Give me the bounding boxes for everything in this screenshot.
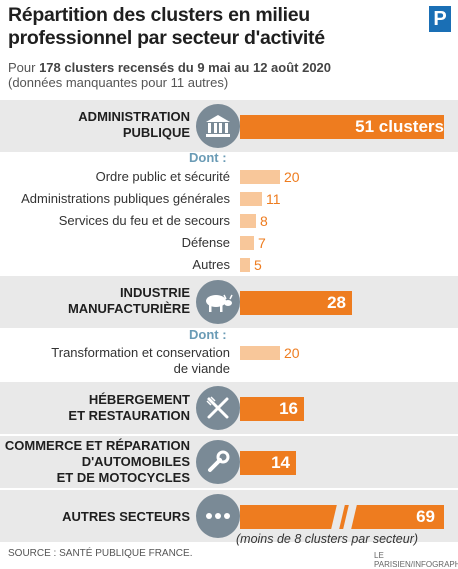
sub-label-feu-secours: Services du feu et de secours	[58, 213, 230, 228]
chart-subtitle: Pour 178 clusters recensés du 9 mai au 1…	[8, 60, 331, 90]
sub-value-viande: 20	[284, 345, 300, 361]
sector-label-autres: AUTRES SECTEURS	[62, 509, 190, 524]
subtitle-bold: 178 clusters recensés du 9 mai au 12 aoû…	[39, 60, 332, 75]
bar-industrie	[240, 291, 352, 315]
sub-value-feu-secours: 8	[260, 213, 268, 229]
sub-label-ordre-public: Ordre public et sécurité	[95, 169, 230, 184]
sub-bar-defense	[240, 236, 254, 250]
sub-bar-autres	[240, 258, 250, 272]
value-label-industrie: 28	[327, 293, 346, 312]
sector-label-line: HÉBERGEMENT	[88, 392, 190, 407]
sector-label-line: ADMINISTRATION	[78, 109, 190, 124]
cow-icon	[196, 280, 240, 324]
chart-title: Répartition des clusters en milieu profe…	[8, 4, 408, 50]
sub-label-autres: Autres	[192, 257, 230, 272]
fork-knife-icon	[196, 386, 240, 430]
footnote-small-sectors: (moins de 8 clusters par secteur)	[236, 532, 419, 546]
axis-break-marker	[330, 500, 358, 534]
sector-label-industrie: INDUSTRIE MANUFACTURIÈRE	[40, 285, 190, 317]
bar-administration	[240, 115, 444, 139]
chart-title-line2: professionnel par secteur d'activité	[8, 27, 325, 49]
sector-label-line: ET RESTAURATION	[68, 408, 190, 423]
sub-bar-viande	[240, 346, 280, 360]
sector-label-administration: ADMINISTRATION PUBLIQUE	[40, 109, 190, 141]
sector-label-line: ET DE MOTOCYCLES	[56, 470, 190, 485]
source-note: SOURCE : SANTÉ PUBLIQUE FRANCE.	[8, 548, 193, 559]
sub-label-line: Transformation et conservation	[51, 345, 230, 360]
value-label-administration: 51 clusters	[355, 117, 444, 136]
sub-bar-ordre-public	[240, 170, 280, 184]
dont-label: Dont :	[189, 327, 227, 342]
sector-label-line: PUBLIQUE	[122, 125, 190, 140]
subtitle-prefix: Pour	[8, 60, 40, 75]
sub-label-admin-generales: Administrations publiques générales	[21, 191, 230, 206]
sector-label-line: COMMERCE ET RÉPARATION	[4, 438, 190, 453]
credit-note: LE PARISIEN/INFOGRAPHIE.	[374, 551, 458, 569]
bar-commerce	[240, 451, 296, 475]
sector-label-line: MANUFACTURIÈRE	[67, 301, 190, 316]
sub-value-ordre-public: 20	[284, 169, 300, 185]
dont-label: Dont :	[189, 150, 227, 165]
sub-value-admin-generales: 11	[266, 191, 281, 207]
value-label-autres: 69	[416, 507, 435, 526]
sector-label-commerce: COMMERCE ET RÉPARATION D'AUTOMOBILES ET …	[0, 438, 190, 486]
bar-hebergement	[240, 397, 304, 421]
sub-label-defense: Défense	[181, 235, 230, 250]
government-building-icon	[196, 104, 240, 148]
wrench-icon	[196, 440, 240, 484]
ellipsis-icon	[196, 494, 240, 538]
sector-label-line: D'AUTOMOBILES	[81, 454, 190, 469]
sub-label-line: de viande	[173, 361, 230, 376]
value-label-commerce: 14	[271, 453, 290, 472]
value-label-hebergement: 16	[279, 399, 298, 418]
publisher-logo: P	[429, 6, 451, 32]
sector-label-hebergement: HÉBERGEMENT ET RESTAURATION	[40, 392, 190, 424]
subtitle-line2: (données manquantes pour 11 autres)	[8, 75, 229, 90]
sub-value-defense: 7	[258, 235, 266, 251]
sub-bar-feu-secours	[240, 214, 256, 228]
sub-value-autres: 5	[254, 257, 262, 273]
sub-label-viande: Transformation et conservation de viande	[0, 345, 230, 377]
chart-title-line1: Répartition des clusters en milieu	[8, 4, 310, 26]
sector-label-line: INDUSTRIE	[119, 285, 190, 300]
sub-bar-admin-generales	[240, 192, 262, 206]
